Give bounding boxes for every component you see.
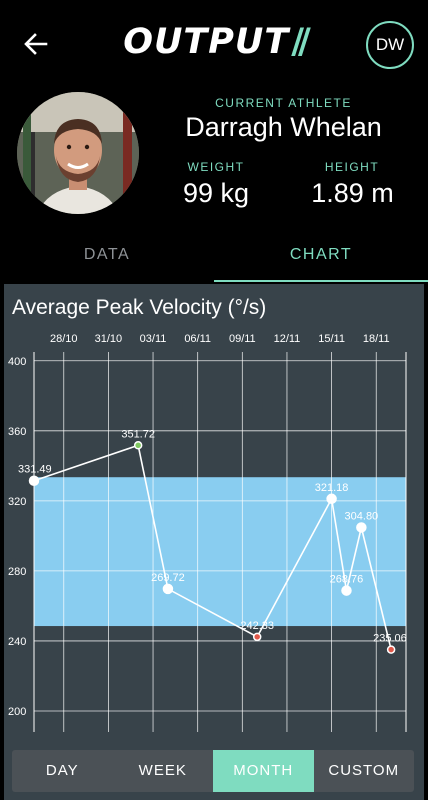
athlete-portrait-image <box>17 92 139 214</box>
active-tab-indicator <box>214 280 428 282</box>
tab-chart[interactable]: CHART <box>289 246 353 263</box>
data-label: 268.76 <box>330 574 364 586</box>
chart-title: Average Peak Velocity (°/s) <box>12 296 267 319</box>
data-label: 269.72 <box>151 572 185 584</box>
y-tick-label: 240 <box>8 636 26 648</box>
period-day-button[interactable]: DAY <box>45 762 79 779</box>
height-value: 1.89 m <box>311 178 394 208</box>
weight-value: 99 kg <box>182 178 250 208</box>
period-custom-button[interactable]: CUSTOM <box>328 762 400 779</box>
data-label: 242.33 <box>240 620 274 632</box>
x-tick-label: 03/11 <box>140 333 167 345</box>
data-label: 351.72 <box>121 428 155 440</box>
user-avatar-button[interactable]: DW <box>366 21 414 69</box>
athlete-name: Darragh Whelan <box>185 112 382 142</box>
data-label: 235.06 <box>373 633 407 645</box>
y-tick-label: 320 <box>8 496 26 508</box>
y-tick-label: 280 <box>8 566 26 578</box>
data-point <box>133 441 143 450</box>
data-point <box>252 632 262 642</box>
athlete-photo <box>17 92 139 214</box>
series-line <box>33 444 392 650</box>
data-point <box>28 475 40 486</box>
athlete-header: CURRENT ATHLETE Darragh Whelan WEIGHT HE… <box>0 90 428 225</box>
data-point <box>162 583 174 595</box>
data-label: 304.80 <box>345 510 379 522</box>
data-point <box>326 493 337 505</box>
back-button[interactable] <box>20 28 52 60</box>
logo-slashes: // <box>291 22 310 62</box>
x-tick-label: 06/11 <box>184 333 211 345</box>
period-month-button[interactable]: MONTH <box>213 750 314 792</box>
data-label: 331.49 <box>18 464 52 476</box>
app-logo: OUTPUT// <box>0 22 428 62</box>
height-label: HEIGHT <box>324 160 380 174</box>
data-point <box>356 522 367 533</box>
x-tick-label: 09/11 <box>229 333 256 345</box>
chart-panel: Average Peak Velocity (°/s) 28/10 31/10 03… <box>4 284 424 800</box>
data-point <box>386 645 396 654</box>
data-label: 321.18 <box>315 482 349 494</box>
view-tabs: DATA CHART <box>0 232 428 282</box>
logo-text: OUTPUT <box>123 22 290 62</box>
x-tick-label: 31/10 <box>95 333 123 345</box>
y-tick-label: 200 <box>8 706 26 718</box>
current-athlete-label: CURRENT ATHLETE <box>215 96 352 110</box>
reference-band <box>34 477 406 627</box>
period-week-button[interactable]: WEEK <box>138 762 187 779</box>
top-bar: OUTPUT// DW <box>0 0 428 90</box>
back-arrow-icon <box>24 33 48 55</box>
y-tick-label: 360 <box>8 426 26 438</box>
x-tick-label: 12/11 <box>274 333 301 345</box>
x-tick-label: 15/11 <box>318 333 345 345</box>
period-selector: DAY WEEK MONTH CUSTOM <box>12 750 414 792</box>
weight-label: WEIGHT <box>187 160 245 174</box>
y-tick-label: 400 <box>8 356 26 368</box>
data-point <box>341 585 352 596</box>
x-tick-label: 18/11 <box>363 333 390 345</box>
x-tick-label: 28/10 <box>50 333 78 345</box>
tab-data[interactable]: DATA <box>83 246 131 263</box>
velocity-line-chart: 28/10 31/10 03/11 06/11 09/11 12/11 15/11 18/11… <box>8 333 407 732</box>
